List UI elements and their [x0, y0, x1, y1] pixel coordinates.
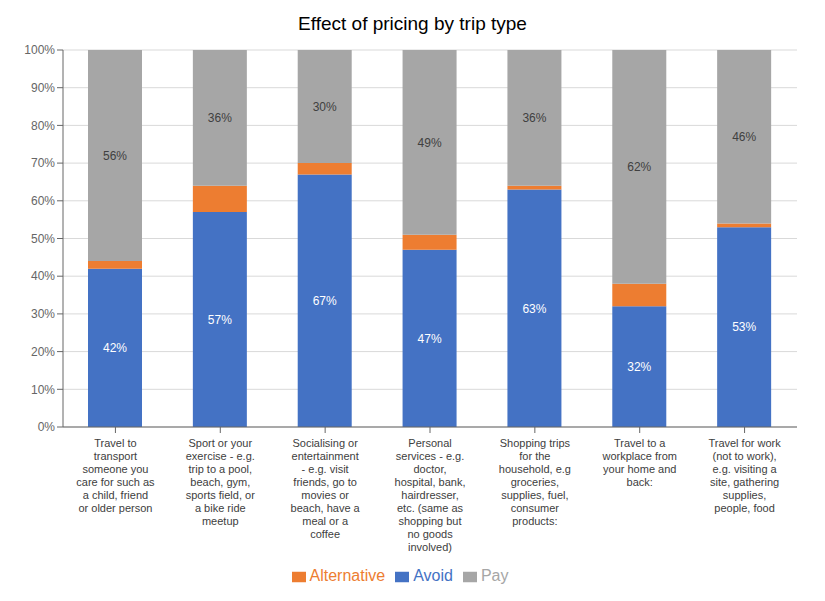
svg-text:10%: 10%: [31, 383, 55, 397]
svg-text:Travel for work(not to work),e: Travel for work(not to work),e.g. visiti…: [708, 437, 781, 514]
html-text:Effect of pricing by trip type: Effect of pricing by trip type: [298, 13, 527, 34]
svg-text:30%: 30%: [313, 100, 337, 114]
svg-text:32%: 32%: [627, 360, 651, 374]
svg-text:49%: 49%: [418, 136, 442, 150]
svg-text:36%: 36%: [208, 111, 232, 125]
svg-text:Travel to aworkplace fromyour: Travel to aworkplace fromyour home andba…: [601, 437, 677, 488]
svg-text:Shopping tripsfor thehousehold: Shopping tripsfor thehousehold, e.ggroce…: [499, 437, 571, 527]
svg-text:100%: 100%: [24, 43, 55, 57]
svg-text:63%: 63%: [522, 302, 546, 316]
svg-text:42%: 42%: [103, 341, 127, 355]
svg-text:40%: 40%: [31, 269, 55, 283]
svg-text:56%: 56%: [103, 149, 127, 163]
html-text:Pay: Pay: [480, 567, 509, 584]
svg-text:80%: 80%: [31, 119, 55, 133]
svg-text:0%: 0%: [38, 420, 56, 434]
svg-text:Personalservices - e.g.doctor,: Personalservices - e.g.doctor,hospital, …: [395, 437, 466, 553]
svg-text:90%: 90%: [31, 81, 55, 95]
svg-text:57%: 57%: [208, 313, 232, 327]
svg-text:46%: 46%: [732, 130, 756, 144]
svg-text:60%: 60%: [31, 194, 55, 208]
svg-text:30%: 30%: [31, 307, 55, 321]
svg-text:50%: 50%: [31, 232, 55, 246]
html-text:Alternative: Alternative: [309, 567, 386, 584]
svg-text:47%: 47%: [418, 332, 442, 346]
svg-text:53%: 53%: [732, 320, 756, 334]
svg-text:36%: 36%: [522, 111, 546, 125]
svg-text:Socialising orentertainment- e: Socialising orentertainment- e.g. visitf…: [291, 437, 361, 540]
svg-text:62%: 62%: [627, 160, 651, 174]
svg-text:67%: 67%: [313, 294, 337, 308]
svg-text:70%: 70%: [31, 156, 55, 170]
html-text:Avoid: Avoid: [413, 567, 453, 584]
svg-text:20%: 20%: [31, 345, 55, 359]
svg-text:Travel totransportsomeone youc: Travel totransportsomeone youcare for su…: [76, 437, 155, 514]
svg-text:Sport or yourexercise - e.g.tr: Sport or yourexercise - e.g.trip to a po…: [186, 437, 255, 527]
